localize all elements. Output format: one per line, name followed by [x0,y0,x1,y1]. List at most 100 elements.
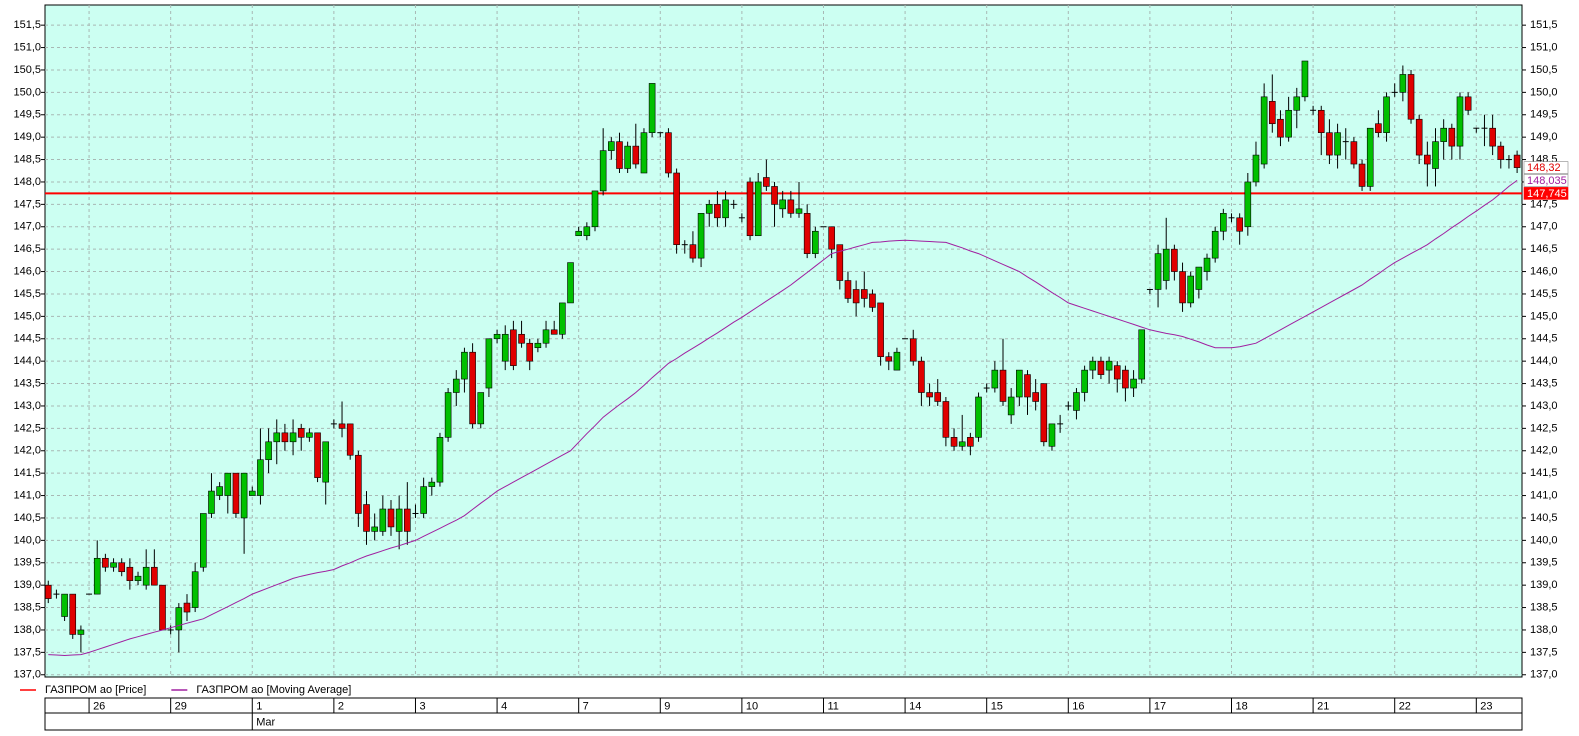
candle-body [1130,378,1137,389]
y-tick-label: 148,0 [13,176,41,188]
candle-body [191,571,199,608]
candle-body [436,437,444,483]
x-tick-label: 9 [664,700,670,712]
candle-body [844,280,852,299]
candle-body [428,481,436,487]
last-price-box [1523,161,1569,174]
candle-body [534,342,542,349]
y-tick-label: 137,0 [13,669,41,681]
candle-body [355,454,362,514]
candle-body [705,204,713,214]
candle-body [1179,271,1186,304]
y-tick-label: 151,5 [1530,19,1558,31]
candle-body [134,575,142,581]
candle-body [754,181,762,237]
y-tick-label: 149,0 [13,131,41,143]
x-tick-label: 29 [175,700,187,712]
candle-body [306,432,313,438]
y-tick-label: 141,5 [13,467,41,479]
candle-body [1203,257,1211,272]
candle-body [126,566,134,581]
candle-body [224,472,232,496]
candle-body [991,369,999,389]
y-tick-label: 144,0 [13,355,41,367]
candle-body [461,351,468,380]
candle-body [975,396,982,438]
candle-body [273,432,281,443]
candle-body [591,190,599,228]
candle-body [926,392,933,398]
x-tick-label: 18 [1235,700,1247,712]
candle-body [608,141,615,151]
candle-body [1220,213,1227,232]
x-tick-label: 21 [1317,700,1329,712]
candle-body [1154,253,1162,290]
candle-body [395,508,403,532]
x-tick-label: 14 [909,700,921,712]
candle-body [493,333,501,340]
candle-body [61,593,68,617]
candle-body [1415,118,1423,156]
candle-body [44,584,52,599]
candle-body [869,293,876,308]
candle-body [240,472,248,519]
y-tick-label: 146,0 [1530,265,1558,277]
x-tick-label: 4 [501,700,507,712]
x-tick-label: 26 [93,700,105,712]
y-tick-label: 141,0 [13,489,41,501]
candle-body [1513,154,1521,168]
candle-body [452,378,460,393]
candle-body [363,504,370,532]
candle-body [714,204,721,219]
x-tick-label: 11 [827,700,838,712]
candle-body [836,244,844,281]
candle-body [893,351,901,371]
candle-body [1375,123,1382,133]
y-tick-label: 143,5 [1530,377,1558,389]
candle-body [828,226,835,250]
candle-body [697,213,705,259]
candle-body [763,177,770,187]
x-tick-label: 15 [991,700,1003,712]
candle-body [583,226,591,237]
candle-body [69,593,77,635]
y-tick-label: 140,5 [1530,512,1558,524]
y-tick-label: 147,5 [13,198,41,210]
y-tick-label: 142,5 [13,422,41,434]
candle-body [346,423,354,456]
y-tick-label: 145,0 [13,310,41,322]
y-tick-label: 141,5 [1530,467,1558,479]
y-tick-label: 147,0 [13,221,41,233]
candle-body [1195,266,1203,290]
candle-body [248,490,256,496]
candle-body [746,181,754,237]
candle-body [1007,396,1015,416]
y-tick-label: 145,5 [13,288,41,300]
y-tick-label: 138,5 [1530,601,1558,613]
y-tick-label: 141,0 [1530,489,1558,501]
candle-body [1048,423,1056,447]
candle-body [632,145,640,165]
candle-body [1138,329,1146,380]
y-tick-label: 142,0 [13,445,41,457]
x-tick-label: 10 [746,700,758,712]
y-tick-label: 142,0 [1530,445,1558,457]
candle-body [616,141,623,169]
candle-body [967,437,974,447]
date-bar [44,697,1523,731]
candle-body [118,562,126,573]
candle-body [958,441,966,447]
reference-label: 147,745 [1527,188,1567,200]
y-tick-label: 139,5 [1530,557,1558,569]
candle-body [795,208,803,214]
candle-body [665,132,672,174]
candle-body [1171,248,1178,272]
candle-body [1081,369,1088,393]
candle-body [1097,360,1105,375]
candle-body [673,172,680,245]
y-tick-label: 139,5 [13,557,41,569]
y-tick-label: 149,5 [1530,109,1558,121]
y-tick-label: 146,0 [13,265,41,277]
candle-body [689,244,697,259]
